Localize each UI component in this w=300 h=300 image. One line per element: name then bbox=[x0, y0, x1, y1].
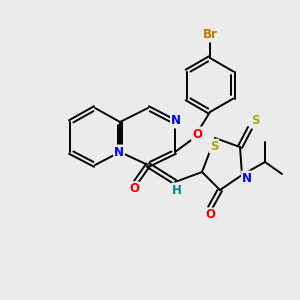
Text: O: O bbox=[192, 128, 202, 140]
Text: O: O bbox=[205, 208, 215, 221]
Text: S: S bbox=[210, 140, 218, 152]
Text: S: S bbox=[251, 115, 259, 128]
Text: N: N bbox=[242, 172, 252, 184]
Text: O: O bbox=[129, 182, 139, 196]
Text: Br: Br bbox=[202, 28, 217, 41]
Text: H: H bbox=[172, 184, 182, 196]
Text: N: N bbox=[114, 146, 124, 158]
Text: N: N bbox=[171, 115, 181, 128]
